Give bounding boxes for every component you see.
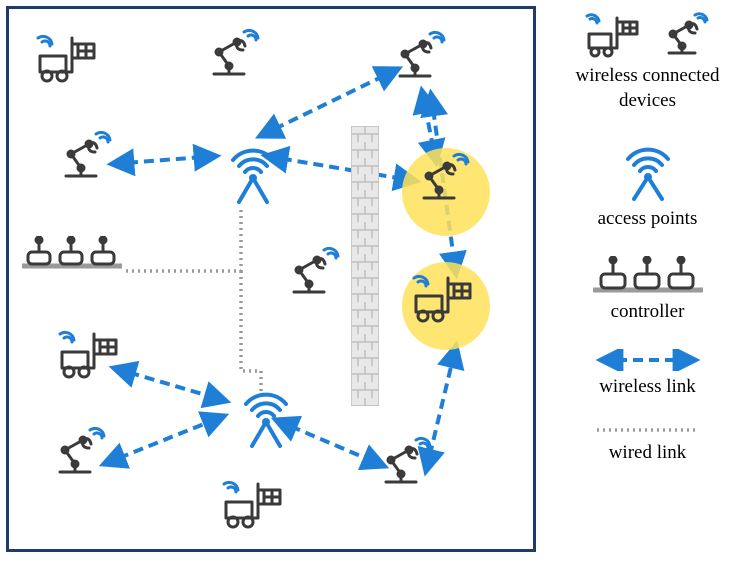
legend-ap: access points <box>560 137 735 232</box>
legend-label: controller <box>560 300 735 325</box>
access-point-icon <box>225 136 281 206</box>
legend-label: access points <box>560 207 735 232</box>
legend-label: wireless link <box>560 375 735 400</box>
robot-arm-icon <box>282 244 344 298</box>
robot-arm-icon <box>412 150 474 204</box>
legend-controller: controller <box>560 256 735 325</box>
wireless-link <box>114 368 226 401</box>
access-point-icon <box>620 137 676 203</box>
wireless-link <box>104 416 224 464</box>
robot-arm-icon <box>388 28 450 82</box>
robot-arm-icon <box>54 128 116 182</box>
robot-arm-icon <box>374 434 436 488</box>
controller-icon <box>593 256 703 296</box>
legend-label: wired link <box>560 441 735 466</box>
wired-link-icon <box>593 423 703 437</box>
forklift-icon <box>218 476 290 532</box>
legend: wireless connected devices access points <box>560 10 735 490</box>
wired-link <box>241 271 261 396</box>
legend-wired-link: wired link <box>560 423 735 466</box>
robot-arm-icon <box>661 11 713 59</box>
robot-arm-icon <box>48 424 110 478</box>
forklift-icon <box>583 10 649 60</box>
access-point-icon <box>238 380 294 450</box>
wired-link <box>126 206 241 271</box>
brick-wall <box>351 126 379 406</box>
wireless-link-icon <box>593 349 703 371</box>
legend-wireless-link: wireless link <box>560 349 735 400</box>
controller-icon <box>22 236 122 272</box>
forklift-icon <box>54 326 126 382</box>
legend-label: wireless connected devices <box>560 64 735 113</box>
legend-devices: wireless connected devices <box>560 10 735 113</box>
forklift-icon <box>408 270 480 326</box>
robot-arm-icon <box>202 26 264 80</box>
forklift-icon <box>32 30 104 86</box>
wireless-link <box>112 156 216 164</box>
wireless-link <box>266 156 416 181</box>
